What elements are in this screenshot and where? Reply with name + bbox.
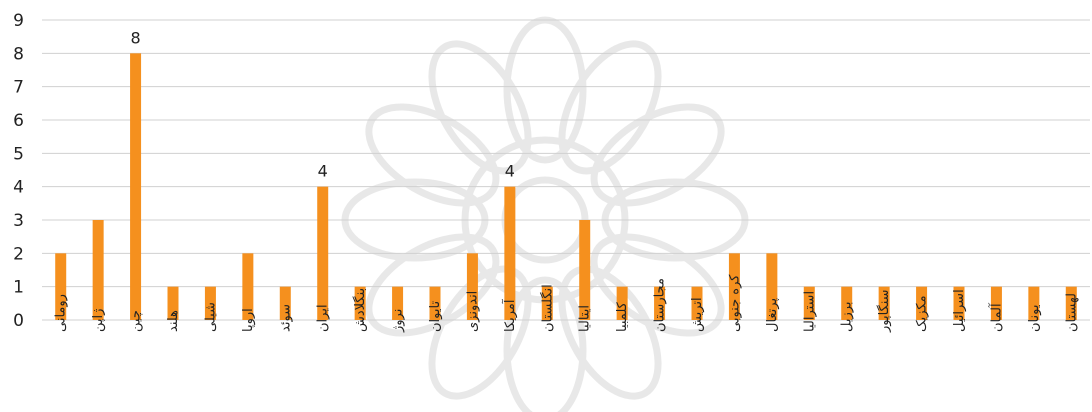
bar <box>167 286 179 320</box>
x-tick-label: ژاپن <box>91 309 106 332</box>
x-tick-label: ایتالیا <box>578 305 593 332</box>
bar <box>55 253 67 320</box>
bars <box>55 53 1077 320</box>
x-tick-label: هلند <box>166 310 181 332</box>
x-tick-label: مکزیک <box>915 295 930 332</box>
x-axis: رومانی ژاپن چین هلند شیلی اروپا سوئد ایران بنگلا… <box>54 274 1080 333</box>
x-tick-label: مجارستان <box>653 278 668 332</box>
bar <box>317 186 329 320</box>
x-tick-label: پرتغال <box>765 298 780 332</box>
bar <box>92 220 104 320</box>
bar <box>1065 286 1077 320</box>
x-tick-label: اروپا <box>241 308 256 332</box>
bar <box>504 186 516 320</box>
bar <box>654 286 666 320</box>
bar <box>354 286 366 320</box>
x-tick-label: انگلستان <box>539 284 555 332</box>
bar <box>990 286 1002 320</box>
x-tick-label: نروژ <box>391 309 406 333</box>
bar <box>242 253 254 320</box>
x-tick-label: کره جنوبی <box>727 274 742 332</box>
x-tick-label: آمریکا <box>501 298 518 332</box>
bar <box>429 286 441 320</box>
bar <box>916 286 928 320</box>
x-tick-label: یونان <box>1027 304 1042 332</box>
x-tick-label: بنگلادش <box>352 288 368 332</box>
x-tick-label: سوئد <box>278 304 293 332</box>
y-tick-label: 2 <box>13 244 24 264</box>
bar <box>766 253 778 320</box>
bar <box>466 253 478 320</box>
y-axis: 0 1 2 3 4 5 6 7 8 9 <box>13 11 24 331</box>
bar <box>616 286 628 320</box>
bar <box>392 286 404 320</box>
y-tick-label: 7 <box>13 78 24 98</box>
x-tick-label: تایوان <box>428 301 443 332</box>
bar <box>953 286 965 320</box>
data-label: 8 <box>130 28 140 47</box>
x-tick-label: رومانی <box>54 294 69 332</box>
x-tick-label: لهستان <box>1064 293 1079 332</box>
bar <box>728 253 740 320</box>
gridlines <box>42 19 1090 321</box>
x-tick-label: سنگاپور <box>876 289 892 333</box>
data-label: 4 <box>505 162 515 181</box>
y-tick-label: 3 <box>13 211 24 231</box>
x-tick-label: کلمبیا <box>615 301 630 332</box>
x-tick-label: برزیل <box>840 301 855 332</box>
y-tick-label: 4 <box>13 178 24 198</box>
bar <box>878 286 890 320</box>
x-tick-label: آلمان <box>987 302 1004 332</box>
watermark-logo <box>341 16 749 412</box>
bar <box>130 53 142 320</box>
y-tick-label: 5 <box>13 144 24 164</box>
x-tick-label: اتریش <box>690 297 705 332</box>
bar <box>803 286 815 320</box>
y-tick-label: 1 <box>13 278 24 298</box>
y-tick-label: 9 <box>13 11 24 31</box>
bar <box>841 286 853 320</box>
bar <box>541 286 553 320</box>
bar <box>204 286 216 320</box>
y-tick-label: 0 <box>13 311 24 331</box>
bar <box>579 220 591 320</box>
bar <box>691 286 703 320</box>
data-labels: 8 4 4 <box>130 28 514 180</box>
bar <box>1028 286 1040 320</box>
bar <box>279 286 291 320</box>
y-tick-label: 6 <box>13 111 24 131</box>
data-label: 4 <box>318 162 328 181</box>
y-tick-label: 8 <box>13 44 24 64</box>
x-tick-label: اسرائیل <box>952 289 967 332</box>
x-tick-label: اندونزی <box>465 291 480 332</box>
x-tick-label: شیلی <box>203 302 218 332</box>
x-tick-label: چین <box>129 310 144 332</box>
x-tick-label: استرالیا <box>802 291 817 332</box>
x-tick-label: ایران <box>316 304 331 332</box>
